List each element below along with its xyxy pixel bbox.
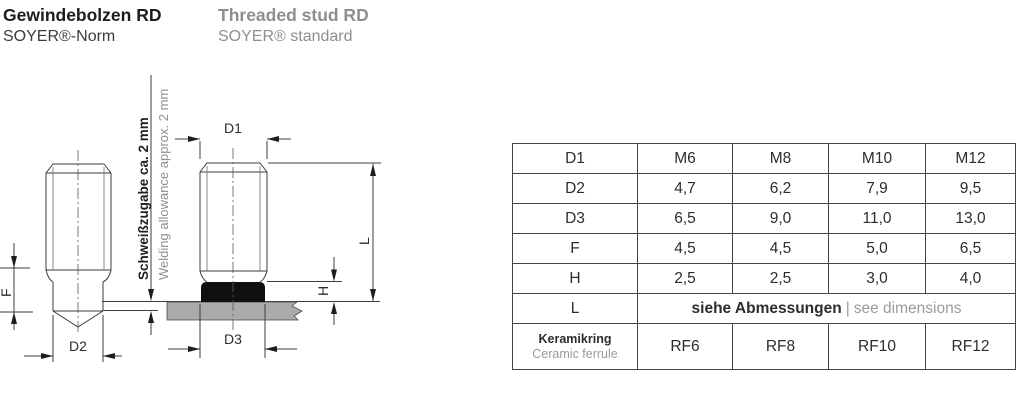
value-cell: 6,5 <box>637 203 733 234</box>
value-cell: 5,0 <box>828 233 926 264</box>
table-row-d3: D3 6,5 9,0 11,0 13,0 <box>512 203 1016 234</box>
see-dimensions-de: siehe Abmessungen <box>691 299 842 317</box>
value-cell: 7,9 <box>828 173 926 204</box>
spec-table: D1 M6 M8 M10 M12 D2 4,7 6,2 7,9 9,5 D3 6… <box>512 143 1016 370</box>
separator: | <box>845 299 850 317</box>
row-label-cell: H <box>512 263 638 294</box>
value-cell: M12 <box>925 143 1016 174</box>
dimension-d3: D3 <box>168 304 297 358</box>
row-label-cell: D1 <box>512 143 638 174</box>
page-subtitle-en: SOYER® standard <box>218 28 353 45</box>
value-cell: RF12 <box>925 323 1016 370</box>
merged-value-cell: siehe Abmessungen | see dimensions <box>637 293 1016 324</box>
ferrule-label-en: Ceramic ferrule <box>532 346 618 361</box>
page-subtitle-de: SOYER®-Norm <box>3 28 116 45</box>
value-cell: 4,5 <box>637 233 733 264</box>
value-cell: M10 <box>828 143 926 174</box>
value-cell: 11,0 <box>828 203 926 234</box>
value-cell: 13,0 <box>925 203 1016 234</box>
workpiece-plate <box>166 301 303 321</box>
dim-label-d3: D3 <box>224 331 242 347</box>
welding-allowance-annotation: Schweißzugabe ca. 2 mm Welding allowance… <box>136 75 171 335</box>
table-row-d1: D1 M6 M8 M10 M12 <box>512 143 1016 174</box>
dimension-d2: D2 <box>24 315 122 362</box>
row-label-cell: F <box>512 233 638 264</box>
value-cell: 9,5 <box>925 173 1016 204</box>
value-cell: M6 <box>637 143 733 174</box>
ferrule-label-de: Keramikring <box>538 331 612 346</box>
value-cell: 6,5 <box>925 233 1016 264</box>
dimension-d1: D1 <box>175 120 291 159</box>
dimension-l: L <box>268 162 381 301</box>
value-cell: RF6 <box>637 323 733 370</box>
page-title-de: Gewindebolzen RD <box>3 5 162 25</box>
value-cell: RF8 <box>732 323 829 370</box>
value-cell: 4,0 <box>925 263 1016 294</box>
dim-label-f: F <box>0 288 14 297</box>
weld-note-german: Schweißzugabe ca. 2 mm <box>136 117 151 280</box>
value-cell: 4,7 <box>637 173 733 204</box>
value-cell: 2,5 <box>732 263 829 294</box>
header-german: Gewindebolzen RD SOYER®-Norm <box>3 5 161 47</box>
value-cell: 9,0 <box>732 203 829 234</box>
row-label-cell: Keramikring Ceramic ferrule <box>512 323 638 370</box>
dim-label-l: L <box>356 237 372 245</box>
table-row-ceramic-ferrule: Keramikring Ceramic ferrule RF6 RF8 RF10… <box>512 323 1016 370</box>
value-cell: 4,5 <box>732 233 829 264</box>
right-stud-outline <box>199 148 268 332</box>
table-row-l: L siehe Abmessungen | see dimensions <box>512 293 1016 324</box>
value-cell: 6,2 <box>732 173 829 204</box>
value-cell: M8 <box>732 143 829 174</box>
value-cell: RF10 <box>828 323 926 370</box>
row-label-cell: D2 <box>512 173 638 204</box>
row-label-cell: L <box>512 293 638 324</box>
dim-label-d1: D1 <box>224 120 242 136</box>
dimension-h: H <box>267 257 342 325</box>
weld-note-english: Welding allowance approx. 2 mm <box>156 89 171 280</box>
table-row-f: F 4,5 4,5 5,0 6,5 <box>512 233 1016 264</box>
value-cell: 3,0 <box>828 263 926 294</box>
row-label-cell: D3 <box>512 203 638 234</box>
table-row-h: H 2,5 2,5 3,0 4,0 <box>512 263 1016 294</box>
table-row-d2: D2 4,7 6,2 7,9 9,5 <box>512 173 1016 204</box>
value-cell: 2,5 <box>637 263 733 294</box>
header-english: Threaded stud RD SOYER® standard <box>218 5 369 47</box>
dim-label-d2: D2 <box>69 338 87 354</box>
dim-label-h: H <box>315 286 331 296</box>
dimension-f: F <box>0 243 33 330</box>
page-title-en: Threaded stud RD <box>218 5 369 25</box>
left-stud-outline <box>45 150 112 333</box>
see-dimensions-en: see dimensions <box>853 299 962 317</box>
